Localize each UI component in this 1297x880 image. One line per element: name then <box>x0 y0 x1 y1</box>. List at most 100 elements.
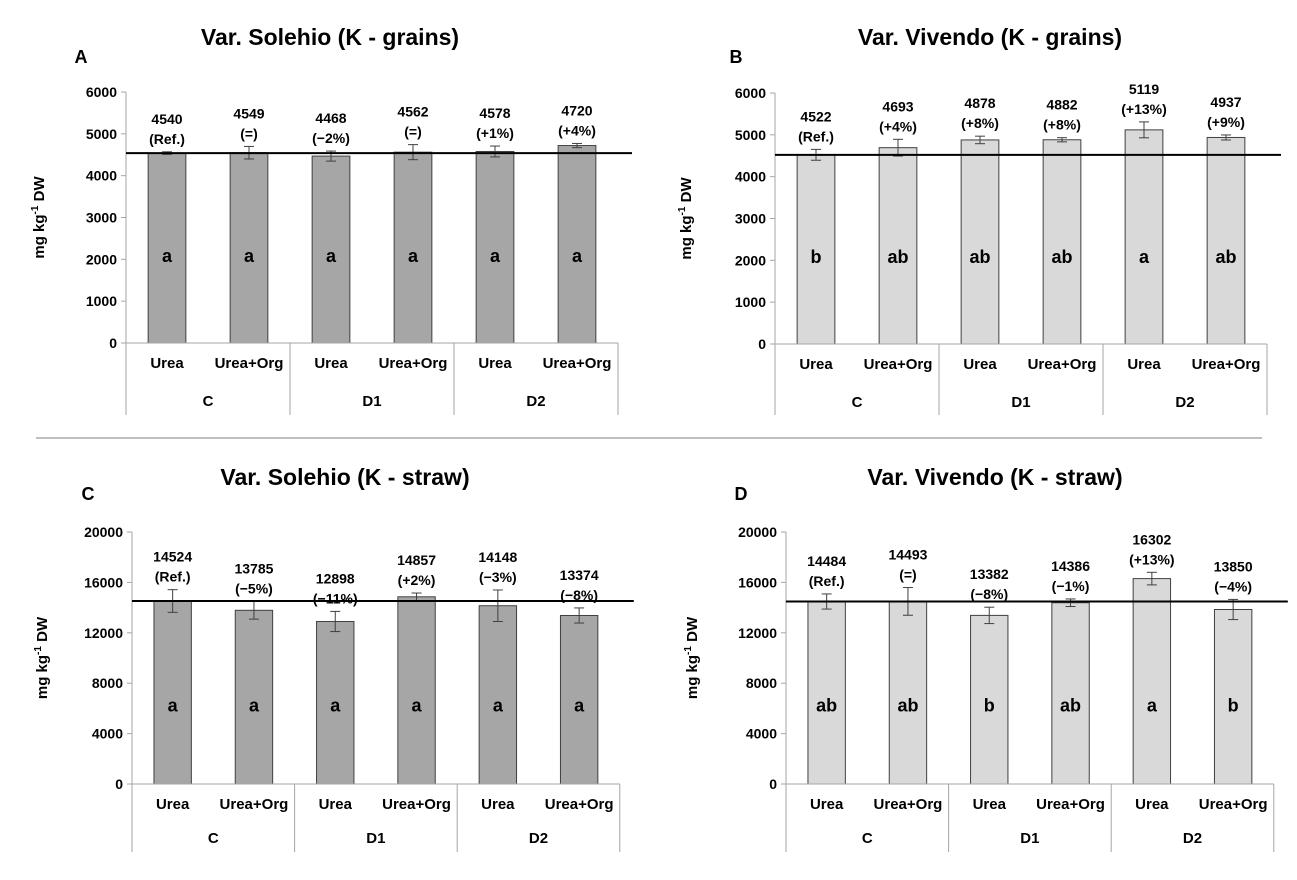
y-axis-label: mg kg-1 DW <box>683 616 701 699</box>
pct-label: (+4%) <box>558 122 596 138</box>
data-label: 4878 <box>964 95 995 111</box>
category-label: Urea <box>799 356 833 373</box>
pct-label: (+8%) <box>1043 117 1081 133</box>
data-label: 4578 <box>479 105 510 121</box>
bar <box>960 139 1000 345</box>
category-label: Urea+Org <box>220 796 289 813</box>
y-axis-label-sup: -1 <box>683 646 694 655</box>
group-label: D2 <box>1175 394 1194 411</box>
bar <box>1051 602 1090 785</box>
y-tick-label: 8000 <box>92 675 123 691</box>
significance-letter: a <box>412 696 423 716</box>
bar <box>397 596 436 785</box>
bar <box>229 152 269 344</box>
category-label: Urea+Org <box>1192 356 1261 373</box>
group-label: D2 <box>1183 830 1202 847</box>
y-axis-label-main: mg kg <box>678 215 695 259</box>
significance-letter: a <box>168 696 179 716</box>
data-label: 4693 <box>882 98 913 114</box>
significance-letter: ab <box>1060 696 1081 716</box>
category-label: Urea+Org <box>382 796 451 813</box>
data-label: 13374 <box>560 567 599 583</box>
bar <box>970 614 1009 785</box>
bar <box>393 151 433 344</box>
group-label: D1 <box>362 393 381 410</box>
category-label: Urea+Org <box>1199 796 1268 813</box>
data-label: 4562 <box>397 104 428 120</box>
y-tick-label: 4000 <box>735 169 766 185</box>
data-label: 12898 <box>316 570 355 586</box>
bar <box>1213 608 1253 785</box>
pct-label: (−2%) <box>312 130 350 146</box>
bar <box>888 600 928 785</box>
category-label: Urea+Org <box>545 796 614 813</box>
pct-label: (+13%) <box>1129 551 1175 567</box>
significance-letter: a <box>493 696 504 716</box>
significance-letter: a <box>249 696 260 716</box>
data-label: 5119 <box>1129 81 1160 97</box>
pct-label: (−3%) <box>479 569 517 585</box>
data-label: 4549 <box>233 105 264 121</box>
y-axis-label-main: mg kg <box>31 214 48 258</box>
data-label: 4937 <box>1210 94 1241 110</box>
y-axis-label: mg kg-1 DW <box>33 616 51 699</box>
category-label: Urea <box>314 355 348 372</box>
data-label: 4468 <box>315 110 346 126</box>
bar <box>311 155 351 344</box>
significance-letter: a <box>1139 247 1150 267</box>
significance-letter: a <box>572 246 583 266</box>
pct-label: (Ref.) <box>155 569 191 585</box>
pct-label: (Ref.) <box>149 131 185 147</box>
category-label: Urea <box>478 355 512 372</box>
y-tick-label: 1000 <box>86 293 117 309</box>
panel-letter: C <box>82 484 95 504</box>
significance-letter: ab <box>1215 247 1236 267</box>
group-label: D1 <box>1011 394 1030 411</box>
y-axis-label-tail: DW <box>678 177 695 207</box>
y-axis-label-sup: -1 <box>33 646 44 655</box>
chart-title: Var. Vivendo (K - grains) <box>858 24 1122 50</box>
y-tick-label: 12000 <box>738 625 777 641</box>
pct-label: (−4%) <box>1214 578 1252 594</box>
y-tick-label: 6000 <box>86 84 117 100</box>
pct-label: (+8%) <box>961 115 999 131</box>
category-label: Urea <box>973 796 1007 813</box>
significance-letter: a <box>408 246 419 266</box>
data-label: 14493 <box>888 547 927 563</box>
y-tick-label: 5000 <box>86 126 117 142</box>
data-label: 16302 <box>1132 531 1171 547</box>
data-label: 14857 <box>397 552 436 568</box>
bar <box>1042 139 1082 345</box>
category-label: Urea+Org <box>379 355 448 372</box>
y-axis-label-main: mg kg <box>684 655 701 699</box>
bar <box>316 620 355 785</box>
y-axis-label: mg kg-1 DW <box>30 176 48 259</box>
pct-label: (Ref.) <box>809 573 845 589</box>
y-axis-label-sup: -1 <box>677 206 688 215</box>
y-tick-label: 12000 <box>84 625 123 641</box>
panel-letter: D <box>735 484 748 504</box>
significance-letter: ab <box>969 247 990 267</box>
y-tick-label: 8000 <box>746 675 777 691</box>
pct-label: (−8%) <box>970 586 1008 602</box>
significance-letter: a <box>162 246 173 266</box>
bar <box>234 609 274 785</box>
bar <box>807 601 846 785</box>
significance-letter: a <box>490 246 501 266</box>
y-tick-label: 1000 <box>735 294 766 310</box>
panel-letter: A <box>75 47 88 67</box>
y-tick-label: 4000 <box>86 168 117 184</box>
data-label: 13382 <box>970 566 1009 582</box>
chart-title: Var. Vivendo (K - straw) <box>867 464 1122 490</box>
data-label: 4720 <box>561 102 592 118</box>
bar <box>475 150 515 344</box>
data-label: 4540 <box>151 111 182 127</box>
significance-letter: ab <box>897 696 918 716</box>
significance-letter: b <box>811 247 822 267</box>
group-label: C <box>852 394 863 411</box>
pct-label: (Ref.) <box>798 128 834 144</box>
significance-letter: a <box>574 696 585 716</box>
pct-label: (+4%) <box>879 118 917 134</box>
pct-label: (+1%) <box>476 125 514 141</box>
